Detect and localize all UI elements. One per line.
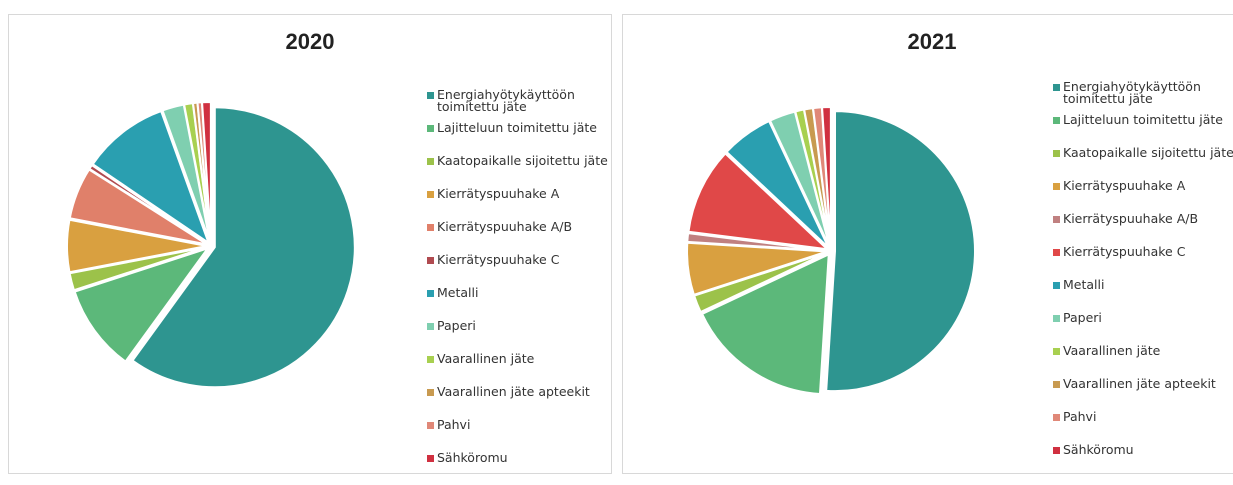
legend-swatch (427, 191, 434, 198)
legend-swatch (427, 356, 434, 363)
legend-label: Vaarallinen jäte (1063, 343, 1161, 358)
legend-swatch (427, 290, 434, 297)
legend-label: Vaarallinen jäte apteekit (1063, 376, 1216, 391)
legend-item: Kaatopaikalle sijoitettu jäte (427, 153, 612, 188)
legend-swatch (427, 257, 434, 264)
legend-item: Vaarallinen jäte (427, 351, 612, 386)
legend-swatch (1053, 414, 1060, 421)
legend-item: Kierrätyspuuhake C (1053, 244, 1233, 279)
legend-label: Kierrätyspuuhake A (437, 186, 560, 201)
legend-swatch (1053, 117, 1060, 124)
pie-slice (73, 246, 211, 364)
legend-item: Vaarallinen jäte (1053, 343, 1233, 378)
legend-item: Kierrätyspuuhake A (1053, 178, 1233, 213)
legend-swatch (427, 389, 434, 396)
legend-item: Pahvi (427, 417, 612, 452)
legend-item: Energiahyötykäyttöön toimitettu jäte (427, 87, 612, 122)
legend-item: Pahvi (1053, 409, 1233, 444)
legend-label: Metalli (437, 285, 479, 300)
legend-item: Paperi (427, 318, 612, 353)
legend-item: Kierrätyspuuhake C (427, 252, 612, 287)
legend: Energiahyötykäyttöön toimitettu jäte Laji… (427, 87, 612, 485)
legend-swatch (427, 158, 434, 165)
pie-slice (821, 106, 832, 248)
legend-label: Kierrätyspuuhake A (1063, 178, 1186, 193)
legend-label: Sähköromu (437, 450, 508, 465)
pie-slice (91, 109, 211, 246)
page: {"chart_data": [ {"type": "pie", "title"… (8, 14, 1233, 474)
legend-item: Sähköromu (1053, 442, 1233, 477)
legend-swatch (1053, 249, 1060, 256)
legend-label: Energiahyötykäyttöön toimitettu jäte (1063, 79, 1201, 106)
legend-item: Kierrätyspuuhake A/B (1053, 211, 1233, 246)
pie (66, 101, 356, 389)
pie-slice (692, 251, 828, 314)
legend: Energiahyötykäyttöön toimitettu jäte Laji… (1053, 79, 1233, 477)
pie-slice (825, 110, 976, 393)
legend-item: Vaarallinen jäte apteekit (427, 384, 612, 419)
legend-label: Pahvi (1063, 409, 1097, 424)
legend-swatch (427, 125, 434, 132)
legend-swatch (1053, 84, 1060, 91)
legend-swatch (427, 323, 434, 330)
legend-swatch (1053, 381, 1060, 388)
legend-label: Paperi (437, 318, 476, 333)
legend-swatch (427, 224, 434, 231)
legend-label: Paperi (1063, 310, 1102, 325)
legend-item: Lajitteluun toimitettu jäte (1053, 112, 1233, 147)
legend-item: Kierrätyspuuhake A/B (427, 219, 612, 254)
legend-swatch (1053, 315, 1060, 322)
pie-slice (68, 246, 208, 292)
legend-label: Kaatopaikalle sijoitettu jäte (437, 153, 608, 168)
legend-item: Paperi (1053, 310, 1233, 345)
legend-item: Metalli (427, 285, 612, 320)
legend-label: Vaarallinen jäte apteekit (437, 384, 590, 399)
legend-swatch (1053, 183, 1060, 190)
legend-item: Metalli (1053, 277, 1233, 312)
pie-slice (686, 231, 828, 252)
legend-swatch (427, 455, 434, 462)
legend-label: Lajitteluun toimitettu jäte (437, 120, 597, 135)
legend-label: Kierrätyspuuhake C (1063, 244, 1186, 259)
legend-label: Vaarallinen jäte (437, 351, 535, 366)
legend-item: Kaatopaikalle sijoitettu jäte (1053, 145, 1233, 180)
pie-slice (725, 119, 830, 249)
pie (686, 106, 976, 396)
legend-item: Energiahyötykäyttöön toimitettu jäte (1053, 79, 1233, 114)
legend-label: Kierrätyspuuhake A/B (437, 219, 573, 234)
legend-item: Kierrätyspuuhake A (427, 186, 612, 221)
legend-item: Lajitteluun toimitettu jäte (427, 120, 612, 155)
chart-panel: 2020 Energiahyötykäyttöön toimitettu jäte… (8, 14, 612, 474)
legend-label: Sähköromu (1063, 442, 1134, 457)
pie-slice (131, 106, 356, 389)
legend-swatch (427, 92, 434, 99)
legend-label: Energiahyötykäyttöön toimitettu jäte (437, 87, 575, 114)
legend-swatch (1053, 282, 1060, 289)
legend-swatch (1053, 150, 1060, 157)
legend-label: Kierrätyspuuhake A/B (1063, 211, 1199, 226)
pie-slice (88, 163, 209, 245)
chart-panel: 2021 Energiahyötykäyttöön toimitettu jäte… (622, 14, 1233, 474)
legend-swatch (1053, 216, 1060, 223)
legend-item: Vaarallinen jäte apteekit (1053, 376, 1233, 411)
pie-slice (687, 152, 831, 251)
chart-title: 2020 (285, 29, 335, 54)
legend-item: Sähköromu (427, 450, 612, 485)
pie-slice (700, 252, 830, 396)
legend-swatch (427, 422, 434, 429)
legend-label: Kierrätyspuuhake C (437, 252, 560, 267)
pie-slice (66, 218, 208, 274)
legend-label: Kaatopaikalle sijoitettu jäte (1063, 145, 1233, 160)
legend-swatch (1053, 348, 1060, 355)
legend-label: Lajitteluun toimitettu jäte (1063, 112, 1223, 127)
legend-swatch (1053, 447, 1060, 454)
chart-title: 2021 (907, 29, 957, 54)
pie-slice (201, 101, 212, 243)
legend-label: Pahvi (437, 417, 471, 432)
legend-label: Metalli (1063, 277, 1105, 292)
